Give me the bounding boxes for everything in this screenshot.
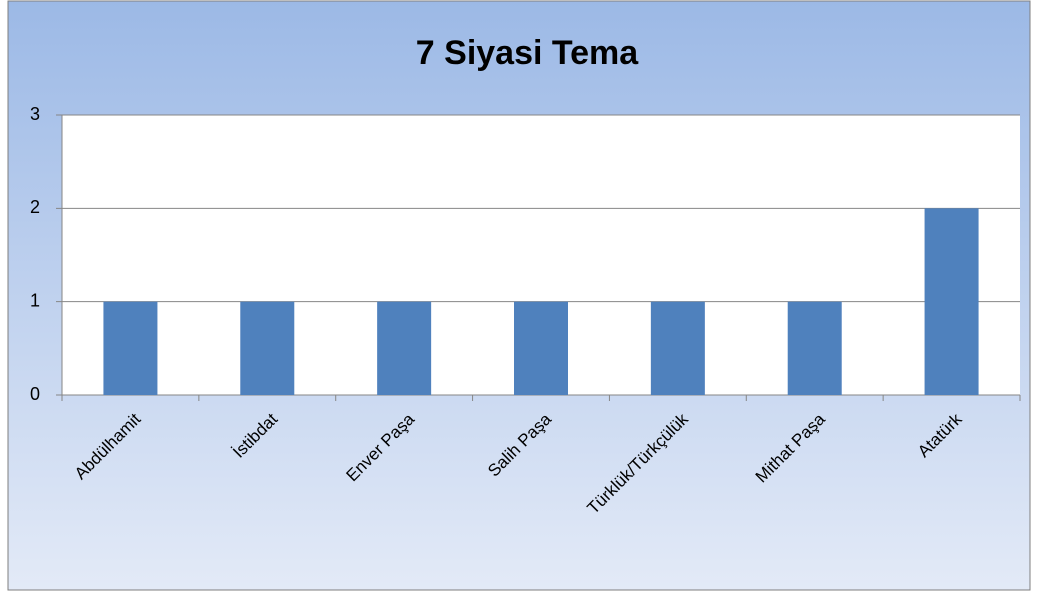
bar: [240, 301, 295, 395]
y-tick-label: 0: [30, 384, 40, 404]
bar: [787, 301, 842, 395]
bar: [377, 301, 432, 395]
y-tick-label: 2: [30, 197, 40, 217]
bar: [924, 208, 979, 395]
bar: [103, 301, 158, 395]
bar: [650, 301, 705, 395]
y-tick-label: 3: [30, 104, 40, 124]
bar: [514, 301, 568, 395]
chart-title: 7 Siyasi Tema: [416, 34, 639, 72]
y-tick-label: 1: [30, 290, 40, 310]
